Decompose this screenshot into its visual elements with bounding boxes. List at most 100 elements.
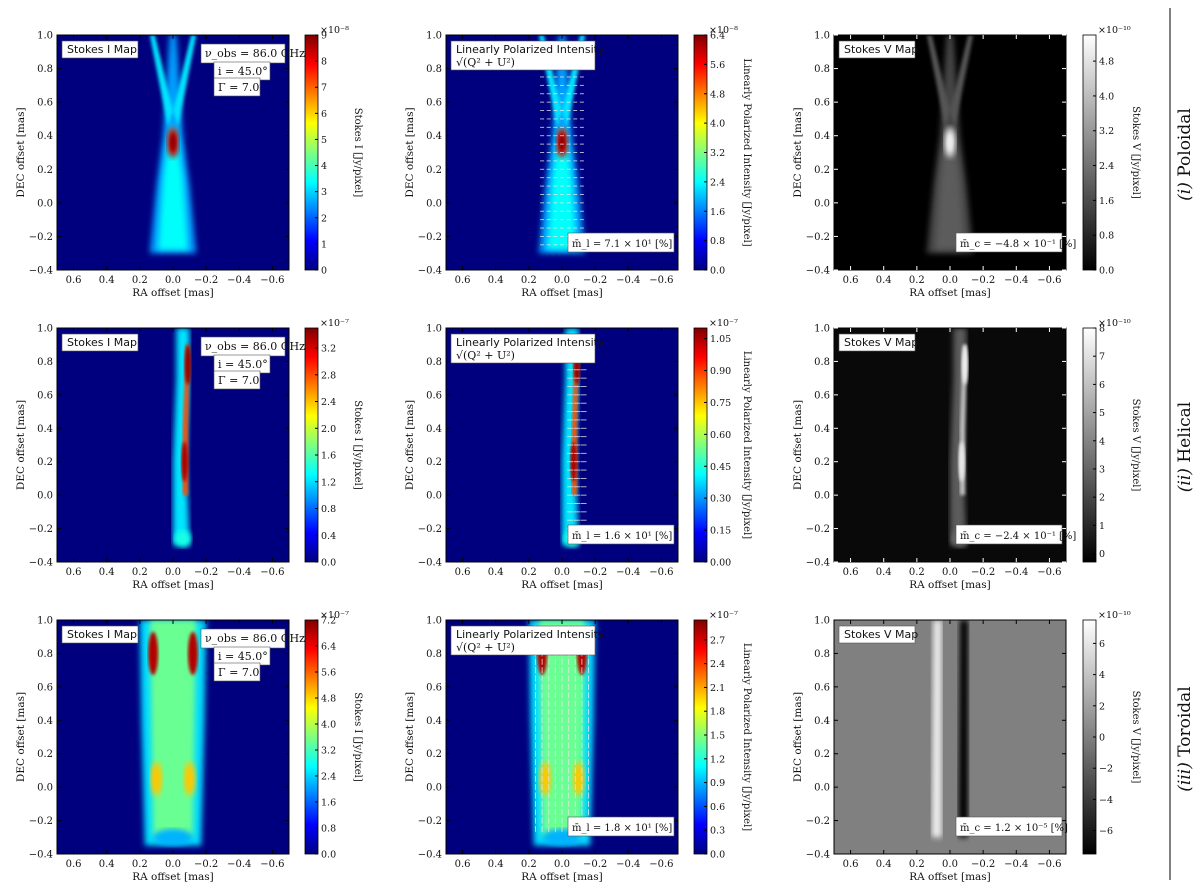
- param-lorentz-factor: Γ = 7.0: [218, 81, 259, 94]
- y-tick-label: 0.8: [814, 357, 830, 368]
- x-tick-label: −0.2: [583, 567, 607, 578]
- x-tick-label: 0.4: [876, 567, 892, 578]
- x-tick-label: 0.6: [843, 567, 859, 578]
- x-tick-label: 0.4: [99, 275, 115, 286]
- y-tick-label: 0.8: [814, 649, 830, 660]
- colorbar: 0.0 0.8 1.6 2.4 3.2 4.0 4.8 5.6 6.4×10⁻⁸ Linearly…: [693, 25, 752, 277]
- x-tick-label: −0.4: [1004, 275, 1028, 286]
- mean-polarization-box: m̄_l = 1.6 × 10¹ [%]: [567, 524, 675, 545]
- emission-region: [570, 441, 577, 482]
- v-lane: [958, 620, 969, 838]
- x-tick-label: 0.2: [132, 859, 148, 870]
- y-tick-label: 1.0: [37, 616, 53, 627]
- panel-title-box: Stokes I Map: [61, 333, 139, 352]
- y-tick-label: 0.6: [37, 98, 53, 109]
- row-label-name: Poloidal: [1175, 108, 1195, 182]
- x-tick-label: 0.0: [165, 567, 181, 578]
- colorbar-scale: ×10⁻¹⁰: [1098, 610, 1131, 621]
- panel-subtitle: √(Q² + U²): [456, 349, 515, 362]
- x-tick-label: 0.2: [132, 567, 148, 578]
- emission-region: [926, 35, 950, 128]
- x-axis-label: RA offset [mas]: [132, 579, 214, 591]
- panel-title-box: Stokes I Map: [61, 625, 139, 644]
- colorbar-gradient: [693, 619, 708, 855]
- x-tick-label: −0.2: [194, 567, 218, 578]
- x-tick-label: 0.4: [99, 567, 115, 578]
- y-tick-label: 0.8: [37, 357, 53, 368]
- colorbar-tick-label: −6: [1099, 826, 1113, 837]
- y-tick-label: −0.4: [806, 266, 830, 277]
- mean-polarization-box: m̄_c = 1.2 × 10⁻⁵ [%]: [955, 816, 1068, 837]
- colorbar-label: Linearly Polarized Intensity [Jy/pixel]: [741, 643, 752, 831]
- colorbar-tick-label: 0.8: [321, 504, 336, 515]
- panel-poloidal-lp: 0.6 0.4 0.2 0.0 −0.2 −0.4 −0.6 −0.4 −0.2 0.0 0.2 0.…: [404, 25, 752, 299]
- x-tick-label: −0.4: [1004, 859, 1028, 870]
- x-tick-label: −0.6: [649, 275, 673, 286]
- x-tick-label: −0.4: [1004, 567, 1028, 578]
- panel-title: Stokes V Map: [844, 628, 918, 641]
- colorbar-scale: ×10⁻⁸: [320, 25, 349, 36]
- x-tick-label: 0.0: [942, 859, 958, 870]
- x-tick-label: −0.6: [649, 567, 673, 578]
- x-tick-label: 0.2: [909, 275, 925, 286]
- colorbar-tick-label: 3.2: [710, 148, 725, 159]
- y-tick-label: 0.4: [37, 131, 53, 142]
- colorbar-tick-label: 0.0: [1099, 266, 1114, 277]
- param-frequency: ν_obs = 86.0 GHz: [205, 47, 305, 60]
- x-axis-label: RA offset [mas]: [521, 287, 603, 299]
- panel-helical-v: 0.6 0.4 0.2 0.0 −0.2 −0.4 −0.6 −0.4 −0.2 0.0 0.2 0.…: [792, 318, 1141, 591]
- x-axis-label: RA offset [mas]: [521, 871, 603, 883]
- y-tick-label: 0.2: [814, 165, 830, 176]
- colorbar-tick-label: 1.05: [710, 334, 731, 345]
- mean-polarization-box: m̄_c = −2.4 × 10⁻¹ [%]: [955, 524, 1076, 545]
- colorbar-tick-label: 2.1: [710, 683, 725, 694]
- panel-toroidal-lp: 0.6 0.4 0.2 0.0 −0.2 −0.4 −0.6 −0.4 −0.2 0.0 0.2 0.…: [404, 610, 752, 883]
- colorbar-label: Stokes V [Jy/pixel]: [1130, 691, 1141, 784]
- colorbar-tick-label: 5.6: [321, 668, 336, 679]
- row-label-numeral: (iii): [1175, 762, 1195, 792]
- colorbar-tick-label: 0.45: [710, 462, 731, 473]
- row-label-numeral: (ii): [1175, 468, 1195, 492]
- panel-title-box: Stokes I Map: [61, 40, 139, 59]
- colorbar-tick-label: 4.0: [1099, 91, 1114, 102]
- colorbar-tick-label: 1: [1099, 521, 1105, 532]
- y-tick-label: 1.0: [426, 616, 442, 627]
- row-label-text: (iii) Toroidal: [1175, 686, 1195, 792]
- colorbar-tick-label: 7: [321, 83, 327, 94]
- colorbar-scale: ×10⁻⁸: [709, 25, 738, 36]
- mean-polarization-box: m̄_l = 1.8 × 10¹ [%]: [567, 816, 675, 837]
- panel-helical-i: 0.6 0.4 0.2 0.0 −0.2 −0.4 −0.6 −0.4 −0.2 0.0 0.2 0.…: [15, 318, 363, 591]
- x-axis-label: RA offset [mas]: [909, 287, 991, 299]
- x-tick-label: 0.6: [843, 275, 859, 286]
- colorbar-tick-label: 0: [1099, 549, 1105, 560]
- panel-title: Linearly Polarized Intensity: [456, 628, 605, 641]
- y-tick-label: 0.8: [814, 64, 830, 75]
- colorbar-tick-label: 0.00: [710, 558, 731, 569]
- colorbar-gradient: [304, 34, 319, 271]
- emission-region: [170, 134, 176, 151]
- x-tick-label: 0.6: [66, 275, 82, 286]
- colorbar-tick-label: 6: [1099, 380, 1105, 391]
- y-tick-label: −0.2: [806, 524, 830, 535]
- x-tick-label: 0.2: [521, 275, 537, 286]
- y-tick-label: 0.8: [426, 64, 442, 75]
- colorbar-tick-label: 0.90: [710, 366, 731, 377]
- y-tick-label: 0.2: [37, 749, 53, 760]
- x-tick-label: −0.4: [616, 275, 640, 286]
- emission-region: [184, 344, 192, 385]
- colorbar: 0.0 0.8 1.6 2.4 3.2 4.0 4.8 5.6 6.4 7.2×10⁻⁷ Stoke…: [304, 610, 363, 861]
- emission-region: [181, 441, 188, 482]
- colorbar-tick-label: 2.7: [710, 635, 725, 646]
- x-axis-label: RA offset [mas]: [132, 871, 214, 883]
- emission-region: [173, 35, 197, 128]
- x-tick-label: −0.2: [194, 275, 218, 286]
- panel-title: Stokes I Map: [67, 628, 137, 641]
- y-tick-label: 0.2: [37, 457, 53, 468]
- colorbar-tick-label: −4: [1099, 795, 1113, 806]
- panel-title: Stokes I Map: [67, 336, 137, 349]
- colorbar-gradient: [1082, 34, 1097, 271]
- colorbar-tick-label: 4.8: [321, 694, 336, 705]
- x-tick-label: 0.6: [455, 859, 471, 870]
- emission-region: [153, 828, 193, 846]
- x-tick-label: 0.0: [165, 859, 181, 870]
